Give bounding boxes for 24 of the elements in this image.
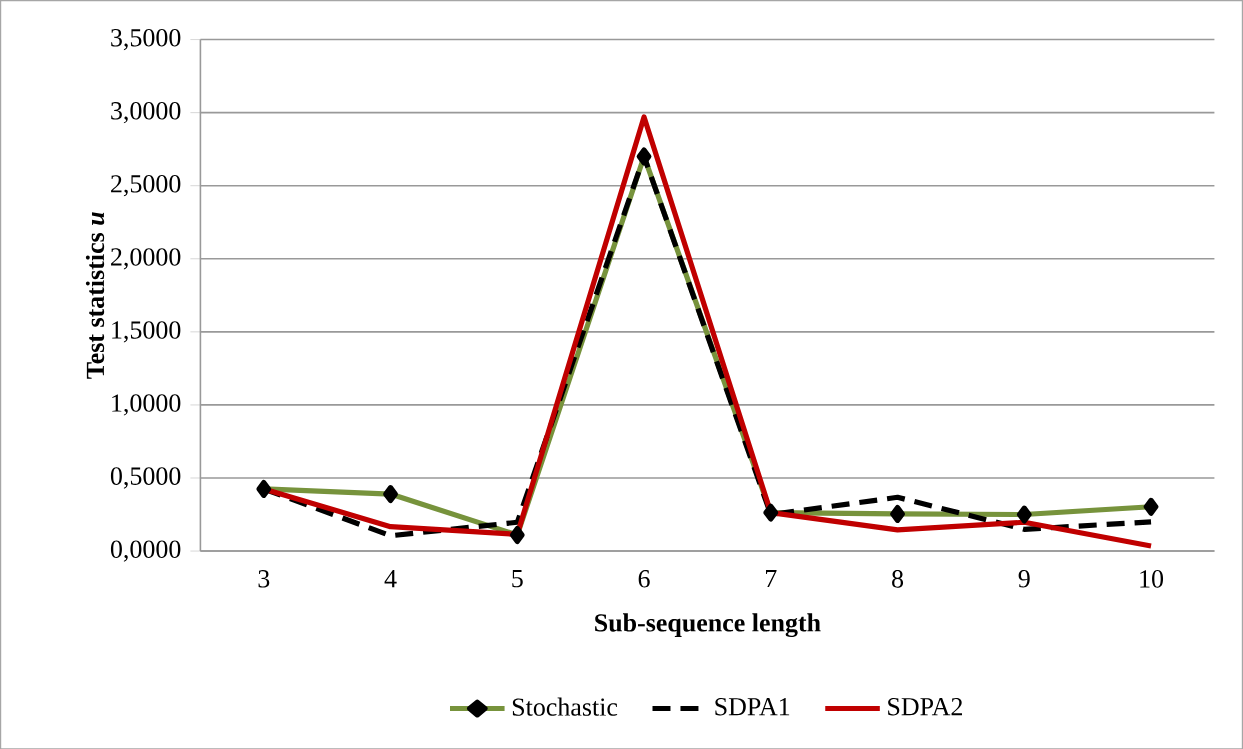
x-tick-label: 9 bbox=[1018, 569, 1030, 588]
x-tick-label: 6 bbox=[638, 569, 650, 588]
legend-label: SDPA1 bbox=[715, 697, 790, 716]
x-tick-label: 8 bbox=[892, 569, 904, 588]
y-tick-label: 2,5000 bbox=[111, 174, 181, 197]
y-tick-label: 1,5000 bbox=[112, 320, 181, 343]
y-tick-label: 3,5000 bbox=[111, 28, 181, 50]
x-tick-label: 3 bbox=[258, 569, 270, 588]
x-tick-label: 7 bbox=[766, 569, 777, 587]
point bbox=[636, 147, 652, 166]
y-axis-title: Test statistics u bbox=[85, 211, 105, 379]
y-tick-label: 0,0000 bbox=[110, 540, 181, 562]
x-axis-title: Sub-sequence length bbox=[595, 613, 821, 637]
y-tick-label: 3,0000 bbox=[111, 101, 181, 124]
legend-label: Stochastic bbox=[512, 697, 618, 716]
x-tick-label: 4 bbox=[384, 569, 397, 587]
x-tick-label: 10 bbox=[1140, 569, 1164, 588]
y-tick-label: 0,5000 bbox=[110, 467, 181, 489]
point bbox=[256, 479, 272, 498]
x-tick-label: 5 bbox=[512, 569, 523, 588]
y-tick-label: 1,0000 bbox=[112, 394, 181, 416]
y-tick-label: 2,0000 bbox=[111, 247, 181, 270]
legend-label: SDPA2 bbox=[888, 697, 963, 716]
point bbox=[763, 503, 779, 522]
